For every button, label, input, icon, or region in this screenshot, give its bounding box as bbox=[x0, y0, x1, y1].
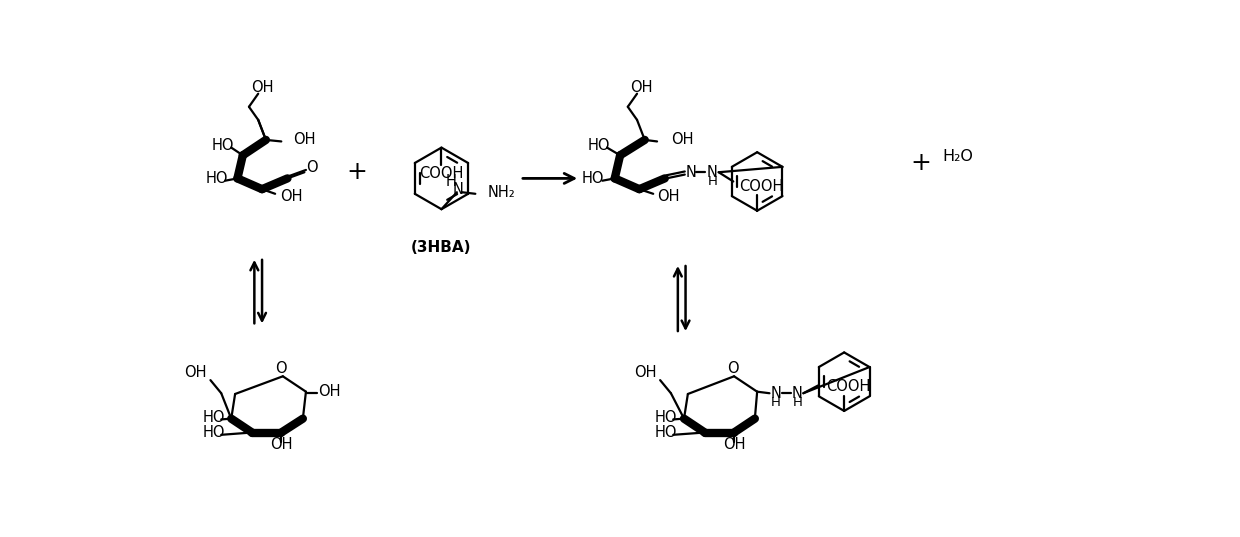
Text: OH: OH bbox=[250, 80, 273, 95]
Text: +: + bbox=[910, 151, 931, 175]
Text: N: N bbox=[770, 386, 781, 401]
Text: O: O bbox=[306, 160, 317, 175]
Text: N: N bbox=[453, 182, 464, 197]
Text: OH: OH bbox=[280, 190, 303, 205]
Text: OH: OH bbox=[634, 365, 656, 380]
Text: HO: HO bbox=[582, 171, 604, 186]
Text: COOH: COOH bbox=[419, 166, 464, 182]
Text: O: O bbox=[727, 361, 738, 376]
Text: N: N bbox=[686, 165, 697, 180]
Text: HO: HO bbox=[203, 425, 226, 440]
Text: OH: OH bbox=[657, 190, 680, 205]
Text: COOH: COOH bbox=[739, 179, 784, 194]
Text: HO: HO bbox=[212, 138, 234, 153]
Text: HO: HO bbox=[588, 138, 610, 153]
Text: N: N bbox=[707, 165, 718, 180]
Text: H: H bbox=[792, 396, 802, 409]
Text: H: H bbox=[708, 175, 718, 188]
Text: HO: HO bbox=[203, 410, 226, 425]
Text: O: O bbox=[275, 361, 288, 376]
Text: (3HBA): (3HBA) bbox=[412, 240, 471, 255]
Text: OH: OH bbox=[630, 80, 652, 95]
Text: OH: OH bbox=[319, 384, 341, 399]
Text: H: H bbox=[445, 174, 456, 189]
Text: NH₂: NH₂ bbox=[487, 185, 516, 200]
Text: OH: OH bbox=[293, 133, 315, 147]
Text: HO: HO bbox=[655, 425, 677, 440]
Text: HO: HO bbox=[655, 410, 677, 425]
Text: OH: OH bbox=[184, 365, 207, 380]
Text: N: N bbox=[792, 386, 802, 401]
Text: HO: HO bbox=[206, 171, 228, 186]
Text: OH: OH bbox=[270, 437, 293, 452]
Text: COOH: COOH bbox=[826, 379, 870, 394]
Text: H₂O: H₂O bbox=[942, 149, 973, 164]
Text: OH: OH bbox=[671, 133, 693, 147]
Text: OH: OH bbox=[723, 437, 745, 452]
Text: H: H bbox=[771, 396, 780, 409]
Text: +: + bbox=[346, 160, 367, 184]
